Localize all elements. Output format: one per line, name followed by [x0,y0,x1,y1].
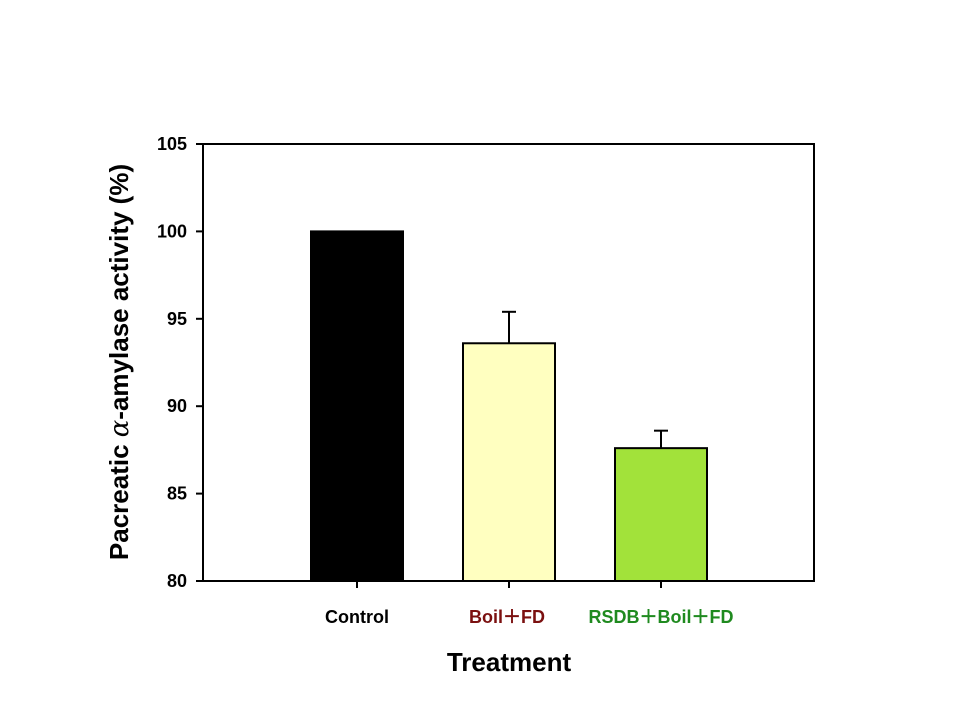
bar-1 [310,230,404,582]
y-axis-title-prefix: Pacreatic [104,437,134,560]
y-tick-label: 90 [167,396,187,416]
bar-3 [614,447,708,583]
y-tick-label: 100 [157,221,187,241]
x-axis-ticks: Control Boil＋FD RSDB＋Boil＋FD [325,581,734,627]
x-tick-label: Control [325,607,389,627]
bar-2 [462,342,556,582]
y-tick-label: 80 [167,571,187,591]
alpha-symbol: α [105,419,135,437]
x-tick-label: RSDB＋Boil＋FD [589,607,734,627]
bars-group [310,230,708,583]
y-tick-label: 85 [167,484,187,504]
y-axis-ticks: 80 85 90 95 100 105 [157,134,203,591]
y-axis-title-suffix: -amylase activity (%) [104,164,134,420]
error-bars-group [502,310,668,449]
y-tick-label: 95 [167,309,187,329]
y-tick-label: 105 [157,134,187,154]
x-axis-title: Treatment [447,647,572,677]
x-tick-label: Boil＋FD [469,607,545,627]
y-axis-title: Pacreatic α-amylase activity (%) [104,164,135,560]
